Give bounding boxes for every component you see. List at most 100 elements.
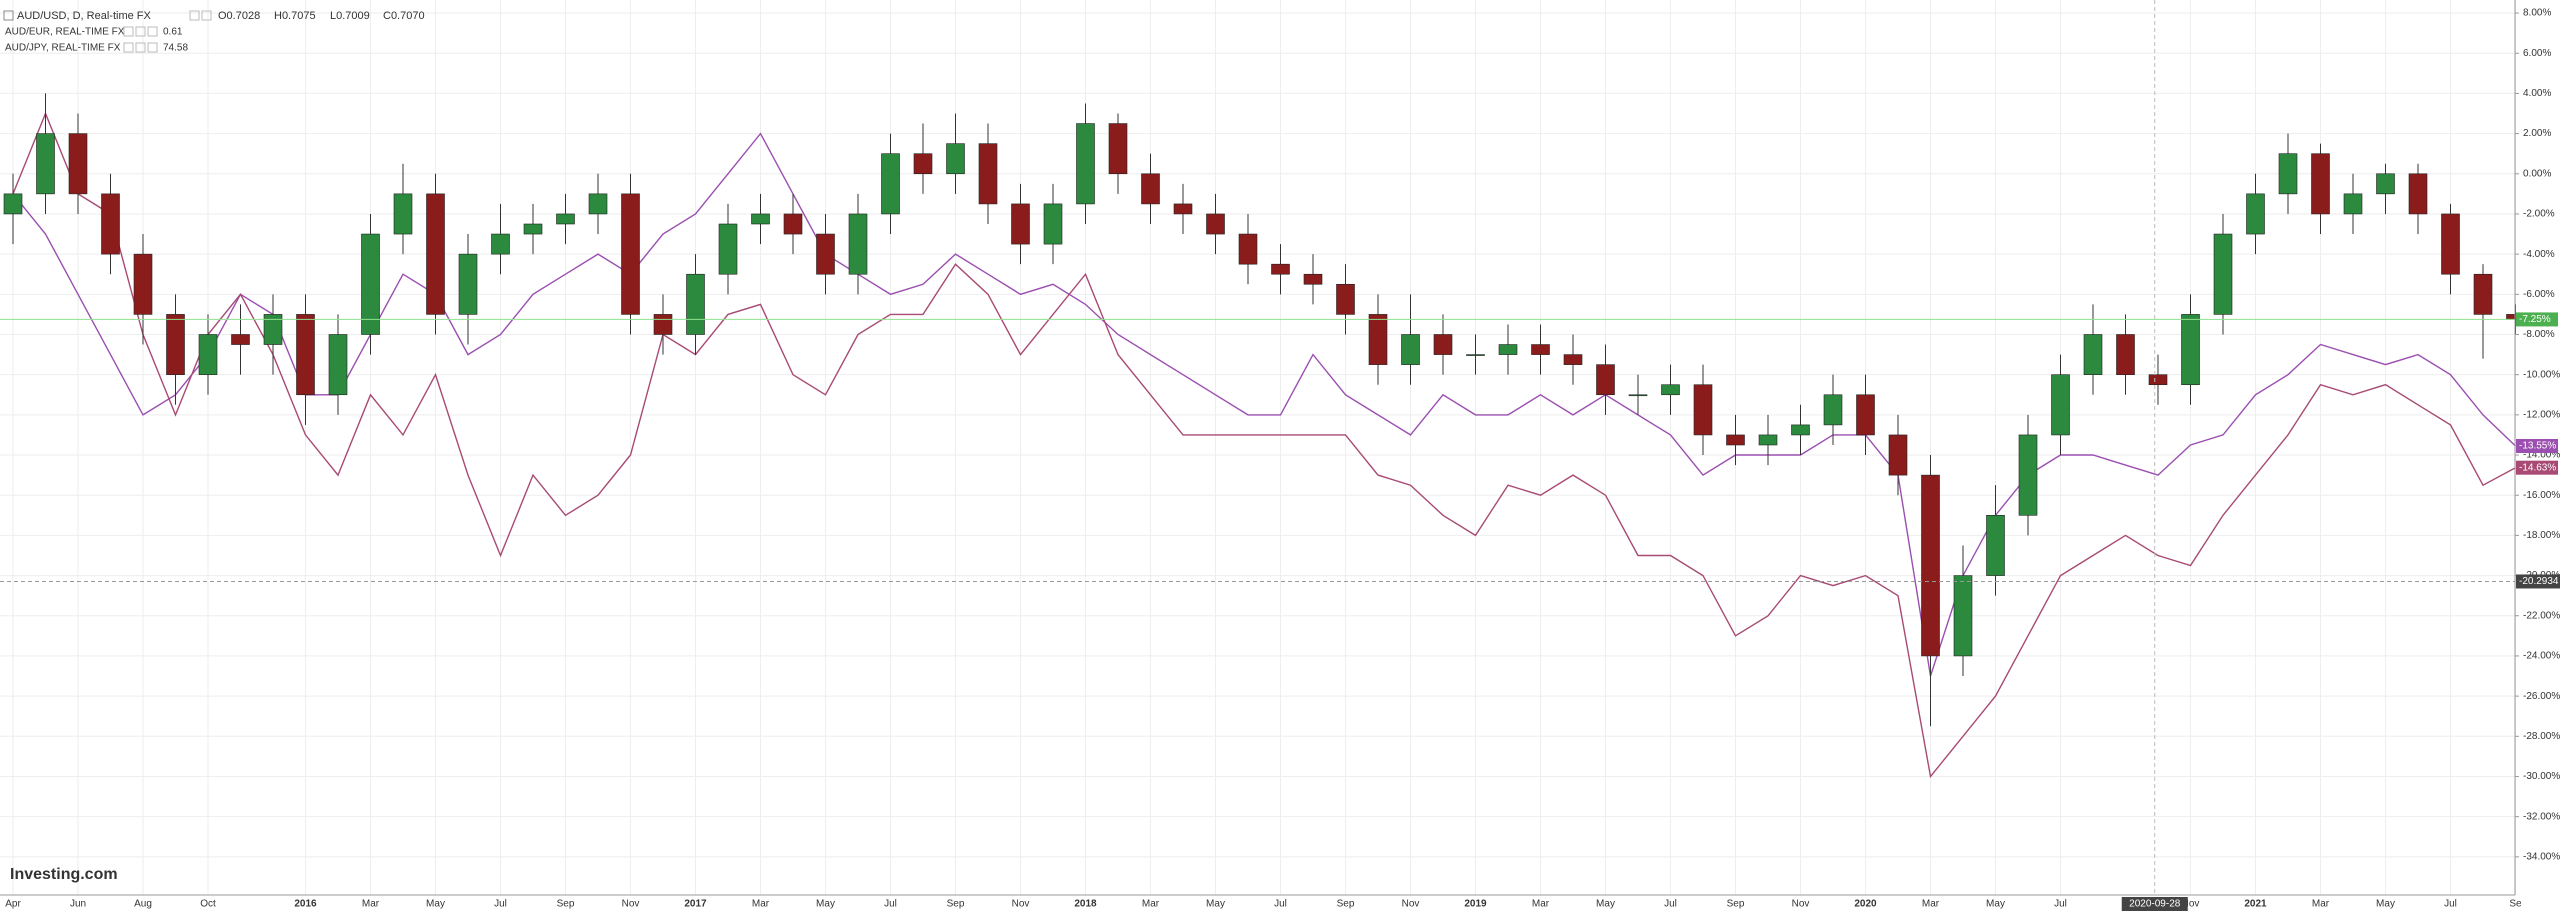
candle-body [1401, 334, 1420, 365]
y-tick-label: 8.00% [2523, 8, 2551, 19]
crosshair-x-label: 2020-09-28 [2129, 899, 2181, 910]
x-tick-label: Jul [884, 899, 897, 910]
legend-icon[interactable] [201, 10, 212, 21]
legend-ohlc: L0.7009 [330, 10, 370, 22]
candle-body [263, 314, 283, 345]
candle-body [653, 314, 673, 335]
x-tick-label: Jul [2444, 899, 2457, 910]
candle-body [2473, 273, 2493, 315]
candle-body [1303, 273, 1323, 285]
x-tick-label: Mar [2312, 899, 2330, 910]
candle-body [1921, 474, 1940, 657]
candle-body [2278, 153, 2298, 195]
candle-body [1433, 334, 1453, 355]
x-tick-label: 2021 [2244, 899, 2267, 910]
x-tick-label: Jul [494, 899, 507, 910]
last-value-box [2516, 312, 2558, 327]
candle-body [718, 223, 738, 275]
legend-icon[interactable] [147, 42, 158, 53]
candle-body [231, 334, 250, 345]
y-tick-label: -28.00% [2523, 731, 2560, 742]
legend-icon[interactable] [135, 42, 146, 53]
x-tick-label: Aug [134, 899, 152, 910]
candle-body [68, 133, 88, 195]
candle-body [1596, 364, 1615, 396]
x-tick-label: May [1986, 899, 2005, 910]
legend-icon[interactable] [123, 42, 134, 53]
legend-series[interactable]: AUD/EUR, REAL-TIME FX [5, 27, 125, 38]
y-tick-label: -16.00% [2523, 490, 2560, 501]
candle-body [1693, 384, 1713, 436]
x-tick-label: 2020 [1854, 899, 1877, 910]
candle-body [881, 153, 900, 215]
legend-icon[interactable] [123, 26, 134, 37]
legend-value: 74.58 [163, 43, 188, 54]
candle-body [1108, 123, 1128, 175]
x-tick-label: Apr [5, 899, 21, 910]
y-tick-label: -18.00% [2523, 530, 2560, 541]
legend-icon[interactable] [189, 10, 200, 21]
y-tick-label: -22.00% [2523, 610, 2560, 621]
x-tick-label: Mar [752, 899, 770, 910]
y-tick-label: -26.00% [2523, 691, 2560, 702]
candle-body [1563, 354, 1583, 365]
legend-ohlc: O0.7028 [218, 10, 260, 22]
legend-icon[interactable] [135, 26, 146, 37]
candle-body [2343, 193, 2363, 215]
candle-body [426, 193, 445, 315]
y-tick-label: -10.00% [2523, 369, 2560, 380]
candle-body [946, 143, 965, 175]
candle-body [1823, 394, 1843, 426]
legend-title: AUD/USD, D, Real-time FX [17, 10, 152, 22]
x-tick-label: 2019 [1464, 899, 1487, 910]
candle-body [751, 213, 770, 225]
x-tick-label: Nov [1012, 899, 1030, 910]
x-tick-label: 2018 [1074, 899, 1097, 910]
y-tick-label: -2.00% [2523, 209, 2555, 220]
candle-body [1238, 233, 1258, 265]
last-value-box [2516, 460, 2558, 475]
x-tick-label: May [2376, 899, 2395, 910]
candle-body [2018, 434, 2038, 516]
candle-body [361, 233, 380, 335]
candle-body [783, 213, 803, 235]
candle-body [1953, 575, 1973, 657]
candle-body [296, 314, 315, 396]
candle-body [3, 193, 23, 215]
y-tick-label: 6.00% [2523, 48, 2551, 59]
logo: Investing.com [10, 866, 118, 883]
candle-body [2051, 374, 2070, 436]
candle-body [133, 253, 153, 315]
x-tick-label: Nov [1402, 899, 1420, 910]
candle-body [588, 193, 608, 215]
candle-body [2408, 173, 2428, 215]
last-value-label: -13.55% [2519, 441, 2556, 452]
x-tick-label: May [426, 899, 445, 910]
candle-body [1791, 424, 1810, 436]
legend-series[interactable]: AUD/JPY, REAL-TIME FX [5, 43, 121, 54]
crosshair-y-label: -20.2934 [2519, 576, 2559, 587]
x-tick-label: Mar [1142, 899, 1160, 910]
x-tick-label: May [816, 899, 835, 910]
candle-body [978, 143, 998, 205]
x-tick-label: Nov [1792, 899, 1810, 910]
candle-body [1856, 394, 1875, 436]
candle-body [1986, 515, 2005, 576]
candle-body [2376, 173, 2395, 195]
series-line [12, 111, 2516, 779]
x-tick-label: 2017 [684, 899, 707, 910]
last-value-label: -7.25% [2519, 314, 2551, 325]
y-tick-label: -4.00% [2523, 249, 2555, 260]
candle-body [36, 133, 55, 195]
legend-icon[interactable] [147, 26, 158, 37]
x-tick-label: Jul [1274, 899, 1287, 910]
candle-body [198, 334, 218, 375]
candle-body [621, 193, 640, 315]
collapse-icon[interactable] [3, 10, 14, 21]
candle-body [1726, 434, 1745, 446]
candle-body [686, 273, 705, 335]
candle-body [1206, 213, 1225, 235]
legend-ohlc: H0.7075 [274, 10, 316, 22]
legend-ohlc: C0.7070 [383, 10, 425, 22]
